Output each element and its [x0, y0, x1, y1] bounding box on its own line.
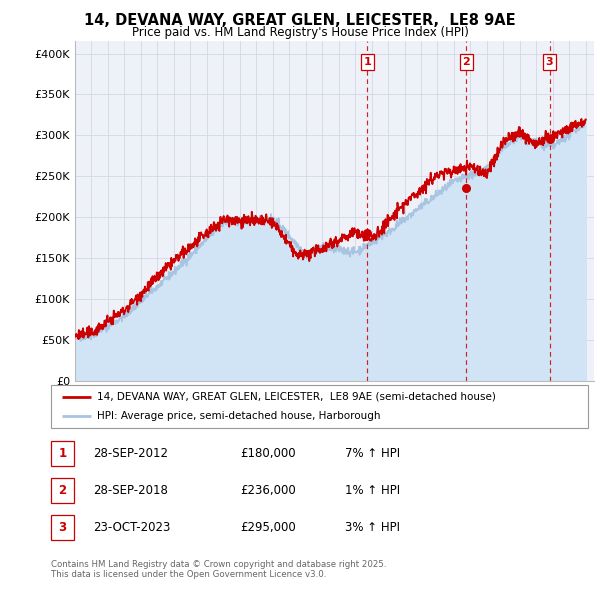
Text: £180,000: £180,000: [240, 447, 296, 460]
Text: 28-SEP-2012: 28-SEP-2012: [93, 447, 168, 460]
Text: 1% ↑ HPI: 1% ↑ HPI: [345, 484, 400, 497]
Text: 14, DEVANA WAY, GREAT GLEN, LEICESTER,  LE8 9AE: 14, DEVANA WAY, GREAT GLEN, LEICESTER, L…: [84, 13, 516, 28]
Text: Price paid vs. HM Land Registry's House Price Index (HPI): Price paid vs. HM Land Registry's House …: [131, 26, 469, 39]
Text: 7% ↑ HPI: 7% ↑ HPI: [345, 447, 400, 460]
Text: 3: 3: [546, 57, 553, 67]
Text: Contains HM Land Registry data © Crown copyright and database right 2025.
This d: Contains HM Land Registry data © Crown c…: [51, 560, 386, 579]
Text: 23-OCT-2023: 23-OCT-2023: [93, 521, 170, 535]
Text: 2: 2: [58, 484, 67, 497]
Text: 3: 3: [58, 521, 67, 535]
Text: 1: 1: [364, 57, 371, 67]
Text: £295,000: £295,000: [240, 521, 296, 535]
Text: 3% ↑ HPI: 3% ↑ HPI: [345, 521, 400, 535]
Text: 14, DEVANA WAY, GREAT GLEN, LEICESTER,  LE8 9AE (semi-detached house): 14, DEVANA WAY, GREAT GLEN, LEICESTER, L…: [97, 392, 496, 402]
Text: £236,000: £236,000: [240, 484, 296, 497]
Text: 2: 2: [463, 57, 470, 67]
Text: 1: 1: [58, 447, 67, 460]
Text: HPI: Average price, semi-detached house, Harborough: HPI: Average price, semi-detached house,…: [97, 411, 380, 421]
Text: 28-SEP-2018: 28-SEP-2018: [93, 484, 168, 497]
